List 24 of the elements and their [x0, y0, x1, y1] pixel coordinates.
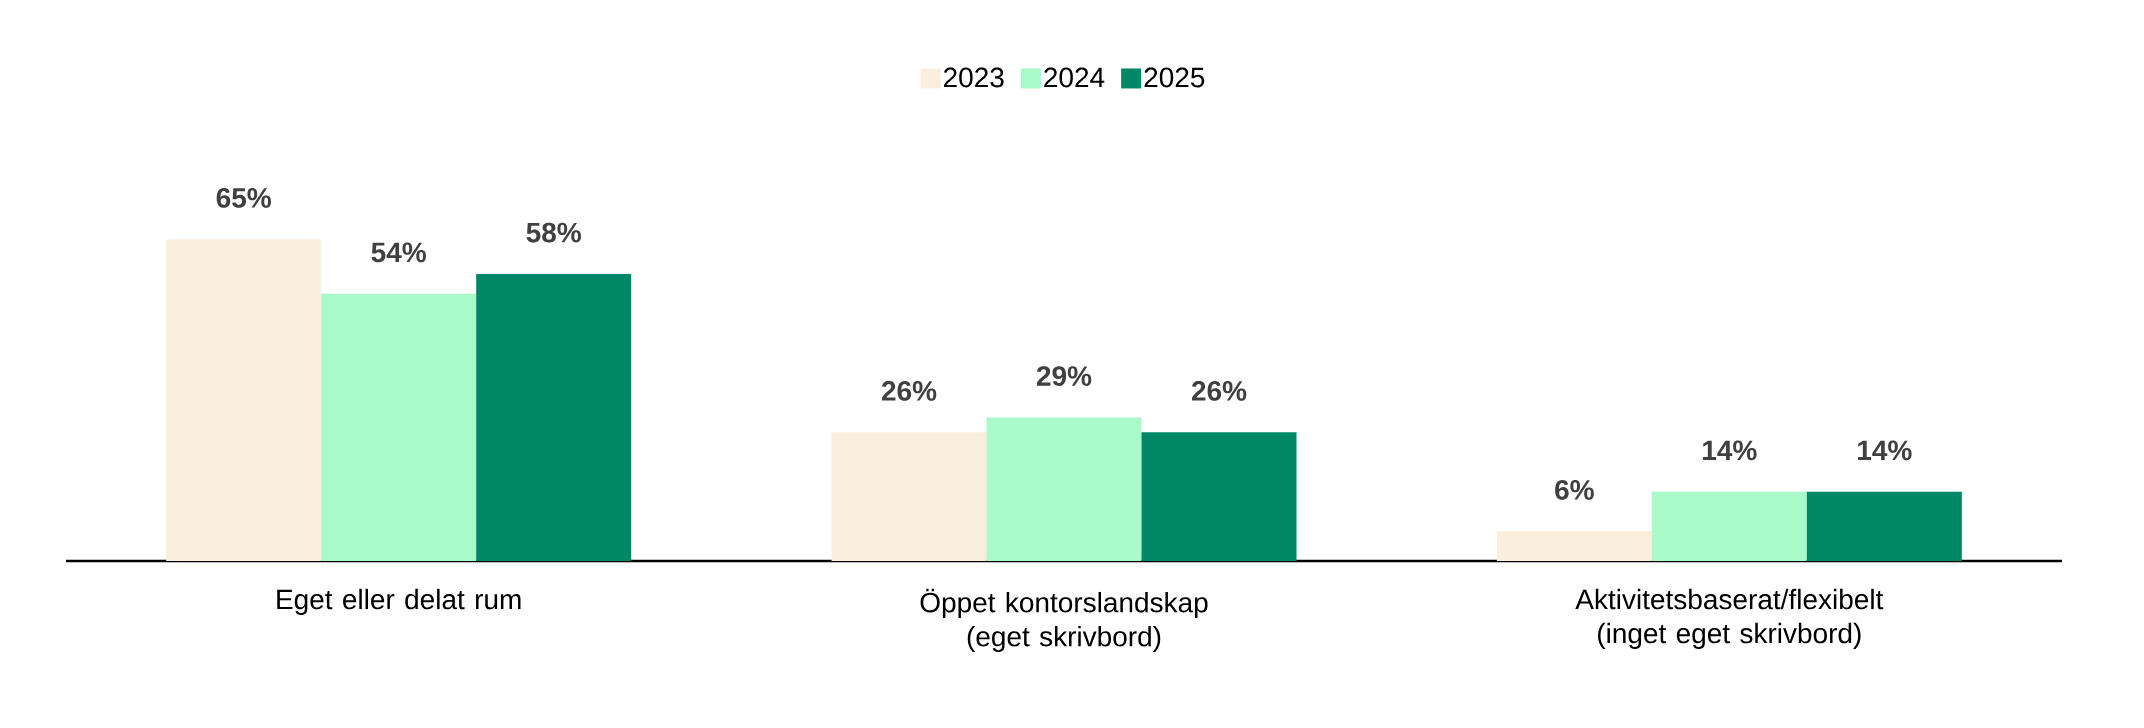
legend-label: 2024	[1044, 67, 1105, 88]
bar	[1651, 491, 1807, 561]
data-label: 54%	[371, 242, 426, 263]
data-label: 65%	[216, 188, 271, 208]
legend-label: 2023	[943, 67, 1004, 88]
bar	[1496, 531, 1652, 561]
bar	[831, 432, 987, 561]
x-tick-label: Eget eller delat rum	[277, 588, 521, 615]
data-label: 6%	[1555, 479, 1594, 500]
bar	[321, 293, 477, 561]
x-tick-label: Öppet kontorslandskap (eget skrivbord)	[920, 588, 1208, 653]
bar	[1806, 491, 1962, 561]
data-label: 14%	[1703, 440, 1757, 461]
x-tick-label: Aktivitetsbaserat/flexibelt (inget eget skrivbord)	[1575, 588, 1884, 649]
data-label: 26%	[881, 380, 937, 401]
legend-label: 2025	[1144, 67, 1205, 88]
bar	[1141, 432, 1297, 561]
data-label: 26%	[1191, 380, 1247, 401]
data-label: 58%	[526, 222, 581, 243]
bar	[986, 417, 1142, 561]
bar	[476, 273, 632, 561]
bar	[166, 239, 322, 561]
data-label: 14%	[1858, 440, 1912, 461]
data-label: 29%	[1036, 366, 1092, 386]
